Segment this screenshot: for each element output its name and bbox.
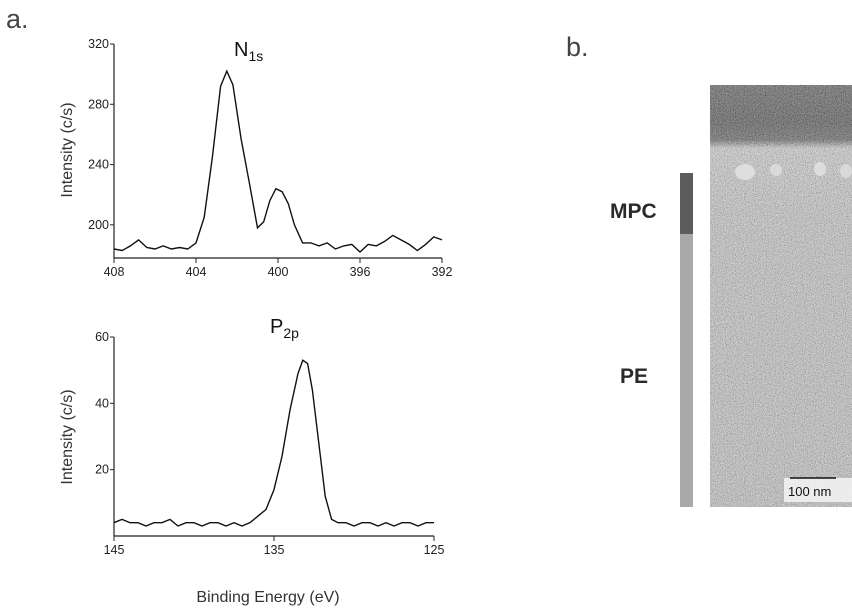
p2p-y-tick-label: 60 bbox=[95, 330, 109, 344]
p2p-y-tick-label: 20 bbox=[95, 463, 109, 477]
p2p-title-main: P bbox=[270, 316, 283, 338]
mpc-layer-bar bbox=[680, 173, 693, 234]
shared-x-axis-label: Binding Energy (eV) bbox=[196, 589, 339, 606]
panel-a-label: a. bbox=[6, 4, 29, 34]
n1s-x-tick-label: 396 bbox=[350, 265, 371, 279]
n1s-x-tick-label: 408 bbox=[104, 265, 125, 279]
n1s-x-tick-label: 392 bbox=[432, 265, 453, 279]
n1s-title-sub: 1s bbox=[248, 48, 263, 64]
p2p-spectrum-plot: P2p Intensity (c/s) 145 135 125 20 40 60 bbox=[59, 316, 444, 557]
n1s-spectrum-plot: N1s Intensity (c/s) 408 404 400 396 392 200 24… bbox=[59, 37, 452, 279]
n1s-ticks: 408 404 400 396 392 200 240 280 320 bbox=[88, 37, 452, 279]
p2p-x-tick-label: 145 bbox=[104, 543, 125, 557]
pe-layer-bar bbox=[680, 234, 693, 507]
n1s-y-tick-label: 280 bbox=[88, 97, 109, 111]
p2p-x-tick-label: 135 bbox=[264, 543, 285, 557]
n1s-title-main: N bbox=[234, 39, 248, 61]
p2p-ticks: 145 135 125 20 40 60 bbox=[95, 330, 444, 557]
n1s-plot-title: N1s bbox=[234, 39, 263, 64]
p2p-axes bbox=[113, 337, 434, 537]
scale-bar-background bbox=[784, 478, 852, 502]
n1s-spectrum-line bbox=[113, 69, 443, 253]
p2p-title-sub: 2p bbox=[283, 325, 299, 341]
panel-b-label: b. bbox=[566, 32, 589, 62]
p2p-y-tick-label: 40 bbox=[95, 396, 109, 410]
n1s-y-tick-label: 200 bbox=[88, 218, 109, 232]
n1s-y-tick-label: 240 bbox=[88, 158, 109, 172]
n1s-axes bbox=[113, 44, 442, 259]
n1s-x-tick-label: 400 bbox=[268, 265, 289, 279]
p2p-x-tick-label: 125 bbox=[424, 543, 445, 557]
tem-interface-particle bbox=[814, 162, 826, 176]
tem-interface-particle bbox=[735, 164, 755, 180]
tem-micrograph: MPC PE 100 nm bbox=[610, 85, 852, 507]
p2p-y-axis-label: Intensity (c/s) bbox=[59, 389, 76, 484]
mpc-label: MPC bbox=[610, 200, 657, 223]
p2p-spectrum-line bbox=[113, 359, 434, 527]
tem-interface-particle bbox=[840, 164, 852, 178]
n1s-x-tick-label: 404 bbox=[186, 265, 207, 279]
tem-image-grain bbox=[710, 85, 852, 507]
scale-bar-label: 100 nm bbox=[788, 484, 831, 499]
tem-interface-particle bbox=[770, 164, 782, 176]
n1s-y-axis-label: Intensity (c/s) bbox=[59, 102, 76, 197]
n1s-y-tick-label: 320 bbox=[88, 37, 109, 51]
pe-label: PE bbox=[620, 365, 648, 388]
p2p-plot-title: P2p bbox=[270, 316, 299, 341]
